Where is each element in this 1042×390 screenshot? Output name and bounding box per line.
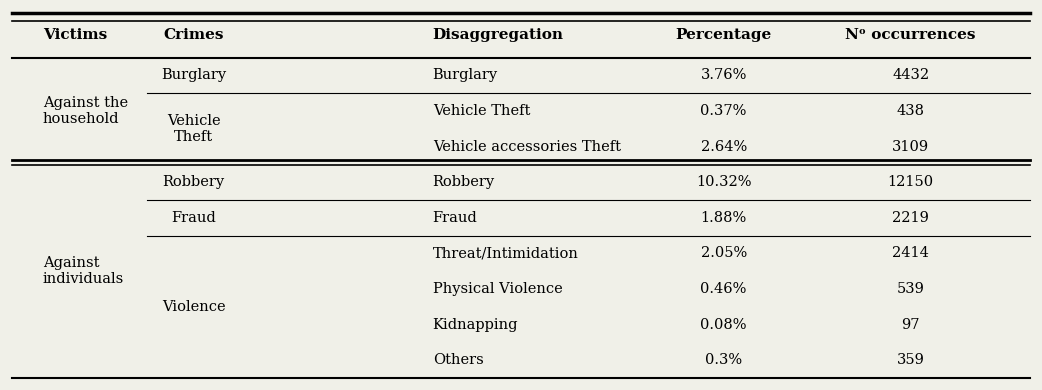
Text: Physical Violence: Physical Violence bbox=[432, 282, 563, 296]
Text: 0.37%: 0.37% bbox=[700, 104, 747, 118]
Text: 2.64%: 2.64% bbox=[700, 140, 747, 154]
Text: Vehicle Theft: Vehicle Theft bbox=[432, 104, 530, 118]
Text: Vehicle
Theft: Vehicle Theft bbox=[167, 113, 221, 144]
Text: 4432: 4432 bbox=[892, 68, 929, 82]
Text: Against
individuals: Against individuals bbox=[43, 256, 124, 286]
Text: 10.32%: 10.32% bbox=[696, 175, 751, 189]
Text: Vehicle accessories Theft: Vehicle accessories Theft bbox=[432, 140, 621, 154]
Text: Burglary: Burglary bbox=[432, 68, 498, 82]
Text: Kidnapping: Kidnapping bbox=[432, 318, 518, 332]
Text: Nᵒ occurrences: Nᵒ occurrences bbox=[845, 28, 976, 42]
Text: 97: 97 bbox=[901, 318, 920, 332]
Text: Against the
household: Against the household bbox=[43, 96, 128, 126]
Text: 2.05%: 2.05% bbox=[700, 246, 747, 261]
Text: Disaggregation: Disaggregation bbox=[432, 28, 564, 42]
Text: Robbery: Robbery bbox=[432, 175, 495, 189]
Text: Others: Others bbox=[432, 353, 483, 367]
Text: Crimes: Crimes bbox=[164, 28, 224, 42]
Text: 3109: 3109 bbox=[892, 140, 929, 154]
Text: 3.76%: 3.76% bbox=[700, 68, 747, 82]
Text: Percentage: Percentage bbox=[675, 28, 772, 42]
Text: 2414: 2414 bbox=[892, 246, 929, 261]
Text: 2219: 2219 bbox=[892, 211, 929, 225]
Text: 0.3%: 0.3% bbox=[705, 353, 742, 367]
Text: 0.46%: 0.46% bbox=[700, 282, 747, 296]
Text: Threat/Intimidation: Threat/Intimidation bbox=[432, 246, 578, 261]
Text: 438: 438 bbox=[897, 104, 924, 118]
Text: 359: 359 bbox=[897, 353, 924, 367]
Text: Fraud: Fraud bbox=[432, 211, 477, 225]
Text: Burglary: Burglary bbox=[162, 68, 226, 82]
Text: Robbery: Robbery bbox=[163, 175, 225, 189]
Text: 1.88%: 1.88% bbox=[700, 211, 747, 225]
Text: 0.08%: 0.08% bbox=[700, 318, 747, 332]
Text: Fraud: Fraud bbox=[171, 211, 216, 225]
Text: Violence: Violence bbox=[162, 300, 225, 314]
Text: Victims: Victims bbox=[43, 28, 107, 42]
Text: 12150: 12150 bbox=[888, 175, 934, 189]
Text: 539: 539 bbox=[897, 282, 924, 296]
